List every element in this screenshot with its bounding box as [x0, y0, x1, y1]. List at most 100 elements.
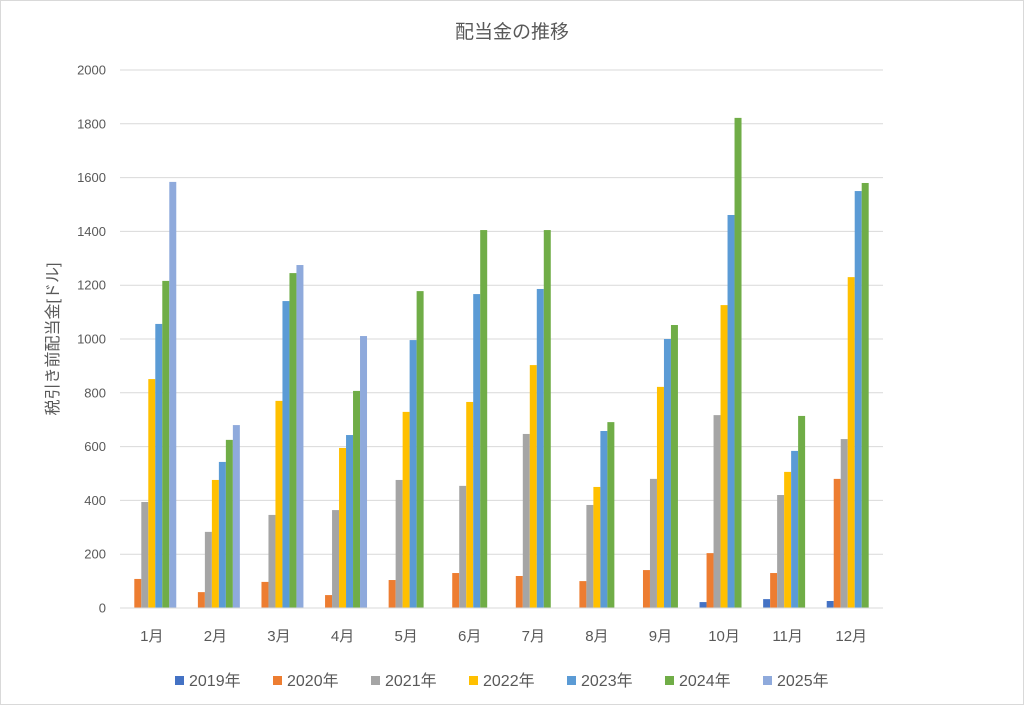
- bar-series6-month3: [289, 273, 297, 608]
- legend-label: 2023年: [581, 672, 633, 690]
- y-tick-label: 1600: [77, 170, 106, 185]
- legend-swatch: [175, 676, 184, 685]
- bar-series4-month3: [275, 400, 283, 608]
- bar-series3-month5: [395, 479, 403, 608]
- bar-series2-month12: [833, 478, 841, 608]
- bar-series6-month2: [225, 439, 233, 608]
- bar-series6-month8: [607, 422, 615, 608]
- legend-swatch: [567, 676, 576, 685]
- bar-series5-month7: [536, 288, 544, 608]
- x-tick-label: 11月: [772, 628, 803, 645]
- bar-series3-month1: [141, 502, 149, 608]
- bar-series3-month2: [204, 531, 212, 608]
- bar-series4-month9: [656, 386, 664, 608]
- legend-label: 2024年: [679, 672, 731, 690]
- x-tick-label: 10月: [708, 628, 740, 645]
- legend-label: 2020年: [287, 672, 339, 690]
- bar-series2-month10: [706, 553, 714, 608]
- y-tick-label: 400: [84, 493, 106, 508]
- legend-label: 2022年: [483, 672, 535, 690]
- legend-item: 2025年: [763, 672, 829, 690]
- bar-series5-month2: [218, 461, 226, 608]
- legend-item: 2024年: [665, 672, 731, 690]
- legend-item: 2021年: [371, 672, 437, 690]
- gridlines: [120, 69, 883, 555]
- bar-series4-month10: [720, 305, 728, 608]
- x-tick-label: 12月: [835, 628, 867, 645]
- bar-series7-month3: [296, 265, 304, 608]
- bar-series5-month4: [346, 435, 354, 608]
- bar-series4-month1: [148, 379, 156, 608]
- bar-series1-month11: [763, 599, 771, 608]
- y-tick-label: 2000: [77, 63, 106, 78]
- bar-series2-month11: [770, 573, 778, 608]
- y-tick-label: 0: [99, 601, 106, 616]
- legend-swatch: [665, 676, 674, 685]
- y-tick-label: 1200: [77, 278, 106, 293]
- bar-series6-month10: [734, 117, 742, 608]
- y-axis-label: 税引き前配当金[ドル]: [44, 263, 62, 416]
- bar-series6-month6: [480, 230, 488, 608]
- y-tick-label: 1000: [77, 332, 106, 347]
- x-tick-label: 1月: [140, 628, 163, 645]
- y-tick-label: 1800: [77, 116, 106, 131]
- bar-series6-month12: [861, 182, 869, 609]
- legend-swatch: [469, 676, 478, 685]
- bar-series4-month4: [339, 447, 347, 608]
- bar-series6-month1: [162, 280, 170, 608]
- bar-series4-month2: [211, 479, 219, 608]
- bar-series1-month12: [826, 601, 834, 608]
- bar-series6-month4: [353, 390, 361, 608]
- bar-series3-month6: [459, 485, 467, 608]
- legend-label: 2021年: [385, 672, 437, 690]
- bar-series5-month9: [663, 339, 671, 608]
- bar-series3-month7: [522, 433, 530, 608]
- legend-item: 2023年: [567, 672, 633, 690]
- bar-series2-month2: [197, 592, 205, 608]
- legend-swatch: [763, 676, 772, 685]
- bars: [134, 117, 869, 609]
- legend-label: 2019年: [189, 672, 241, 690]
- bar-series5-month3: [282, 301, 290, 608]
- bar-series5-month11: [791, 450, 799, 608]
- bar-series2-month4: [325, 595, 333, 608]
- y-tick-label: 200: [84, 547, 106, 562]
- bar-series4-month7: [529, 365, 537, 608]
- bar-series3-month8: [586, 504, 594, 608]
- bar-series4-month12: [847, 277, 855, 608]
- bar-series3-month9: [649, 478, 657, 608]
- x-axis-ticks: 1月 2月 3月 4月 5月 6月 7月 8月 9月 10月 11月 12月: [140, 628, 867, 645]
- legend-item: 2019年: [175, 672, 241, 690]
- x-tick-label: 8月: [585, 628, 608, 645]
- bar-series5-month5: [409, 340, 417, 608]
- bar-series2-month7: [515, 575, 523, 608]
- bar-series6-month7: [543, 230, 551, 608]
- legend-swatch: [371, 676, 380, 685]
- bar-series3-month12: [840, 439, 848, 608]
- legend: 2019年 2020年 2021年 2022年 2023年 2024年 2025年: [175, 672, 829, 690]
- x-tick-label: 6月: [458, 628, 481, 645]
- bar-series2-month1: [134, 578, 142, 608]
- x-tick-label: 2月: [204, 628, 227, 645]
- y-tick-label: 800: [84, 385, 106, 400]
- x-tick-label: 7月: [522, 628, 545, 645]
- legend-item: 2020年: [273, 672, 339, 690]
- bar-series3-month3: [268, 514, 276, 608]
- legend-label: 2025年: [777, 672, 829, 690]
- y-tick-label: 600: [84, 439, 106, 454]
- bar-series1-month10: [699, 602, 707, 608]
- y-axis-ticks: 0 200 400 600 800 1000 1200 1400 1600 1800 2000: [77, 63, 106, 616]
- bar-series5-month6: [473, 294, 481, 608]
- bar-series3-month11: [777, 495, 785, 608]
- x-tick-label: 5月: [394, 628, 417, 645]
- x-tick-label: 4月: [331, 628, 354, 645]
- bar-series6-month5: [416, 291, 424, 608]
- bar-series6-month9: [670, 325, 678, 608]
- bar-series2-month5: [388, 580, 396, 608]
- bar-series2-month8: [579, 581, 587, 608]
- bar-series2-month9: [642, 570, 650, 608]
- legend-item: 2022年: [469, 672, 535, 690]
- bar-series7-month4: [360, 336, 368, 608]
- bar-series5-month12: [854, 191, 862, 609]
- chart-title: 配当金の推移: [455, 21, 569, 43]
